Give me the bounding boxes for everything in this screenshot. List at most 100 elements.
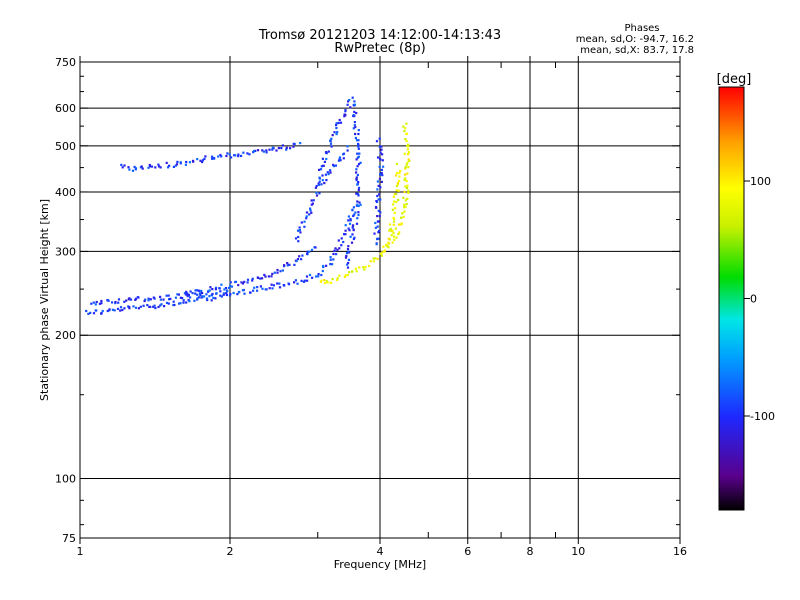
echo-point-o — [357, 155, 360, 158]
echo-point-o — [335, 127, 338, 130]
echo-point-o — [241, 282, 245, 285]
echo-point-x — [407, 189, 410, 192]
echo-point-x — [372, 257, 375, 260]
echo-point-x — [348, 271, 351, 274]
echo-point-o — [281, 269, 284, 272]
echo-point-x — [405, 122, 408, 125]
x-tick-label: 10 — [571, 545, 585, 558]
echo-point-o — [298, 255, 301, 258]
echo-point-o — [100, 312, 103, 315]
echo-point-o — [203, 157, 206, 160]
echo-point-o — [176, 293, 179, 296]
echo-point-o — [315, 184, 318, 188]
echo-point-o — [379, 151, 382, 154]
echo-point-o — [196, 298, 199, 301]
echo-point-o — [347, 258, 351, 261]
info-line-x: mean, sd,X: 83.7, 17.8 — [580, 45, 694, 56]
echo-point-x — [406, 197, 409, 200]
echo-point-o — [185, 290, 188, 293]
axis-ticks: 1 2 4 6 8 10 16 75 100 200 300 400 500 600 750 — [55, 56, 687, 558]
echo-point-o — [344, 229, 347, 232]
echo-point-o — [352, 127, 355, 130]
echo-point-o — [210, 299, 213, 302]
echo-point-o — [98, 302, 101, 305]
echo-point-o — [344, 233, 347, 236]
y-tick-label: 750 — [55, 56, 76, 69]
echo-point-o — [357, 204, 360, 208]
echo-point-o — [378, 145, 381, 148]
echo-point-o — [150, 165, 154, 168]
echo-point-o — [355, 176, 358, 179]
echo-point-o — [326, 171, 329, 174]
echo-point-o — [283, 264, 286, 267]
colorbar-tick-label: 100 — [750, 175, 771, 188]
echo-point-o — [379, 157, 382, 161]
echo-point-o — [347, 215, 350, 218]
echo-point-o — [165, 161, 168, 164]
colorbar — [718, 86, 745, 511]
echo-point-o — [323, 160, 326, 163]
echo-point-x — [404, 173, 407, 176]
echo-point-o — [215, 292, 218, 295]
echo-point-o — [201, 159, 205, 162]
echo-point-o — [342, 240, 345, 244]
echo-point-o — [211, 157, 214, 160]
echo-point-o — [355, 139, 359, 142]
echo-point-o — [347, 100, 350, 103]
echo-point-o — [201, 295, 204, 298]
echo-point-o — [357, 139, 360, 142]
echo-point-o — [134, 167, 137, 170]
echo-point-o — [248, 153, 251, 156]
echo-point-o — [205, 297, 208, 300]
echo-point-o — [268, 148, 271, 151]
echo-point-o — [218, 287, 221, 290]
echo-point-o — [305, 275, 309, 278]
echo-point-o — [306, 279, 309, 282]
echo-point-o — [271, 272, 274, 275]
echo-point-x — [329, 281, 332, 284]
echo-point-o — [356, 203, 359, 206]
echo-point-o — [261, 149, 264, 152]
echo-point-o — [358, 201, 361, 204]
echo-point-o — [351, 233, 354, 236]
echo-point-o — [342, 157, 345, 160]
echo-point-o — [152, 296, 155, 299]
echo-point-o — [353, 110, 356, 113]
echo-point-o — [315, 194, 319, 197]
echo-point-o — [373, 232, 376, 235]
echo-point-o — [279, 270, 282, 273]
echo-point-o — [217, 155, 220, 158]
echo-point-o — [310, 203, 313, 206]
echo-point-o — [160, 303, 163, 306]
echo-point-o — [95, 300, 98, 304]
echo-point-o — [106, 309, 109, 313]
echo-point-o — [234, 154, 237, 157]
y-tick-label: 100 — [55, 473, 76, 486]
echo-point-o — [330, 145, 333, 148]
echo-point-o — [324, 173, 327, 176]
echo-point-o — [354, 136, 357, 140]
echo-point-o — [117, 298, 121, 301]
echo-point-o — [186, 295, 189, 298]
echo-point-o — [196, 158, 199, 161]
echo-point-o — [317, 275, 320, 278]
echo-point-o — [214, 286, 218, 289]
echo-point-o — [240, 154, 243, 157]
chart-subtitle: RwPretec (8p) — [334, 41, 425, 56]
echo-point-o — [179, 162, 182, 165]
echo-point-o — [325, 179, 328, 182]
echo-point-o — [182, 299, 185, 302]
echo-point-o — [346, 248, 350, 251]
colorbar-tick-label: -100 — [750, 410, 775, 423]
echo-point-o — [353, 121, 356, 124]
echo-point-o — [375, 200, 378, 203]
echo-point-o — [209, 286, 212, 289]
echo-point-o — [159, 298, 162, 301]
echo-point-o — [123, 307, 126, 310]
echo-point-o — [380, 168, 383, 171]
echo-point-o — [232, 291, 235, 295]
echo-point-o — [357, 189, 360, 192]
echo-point-o — [140, 165, 143, 168]
echo-point-o — [100, 299, 103, 303]
echo-point-o — [300, 279, 303, 282]
